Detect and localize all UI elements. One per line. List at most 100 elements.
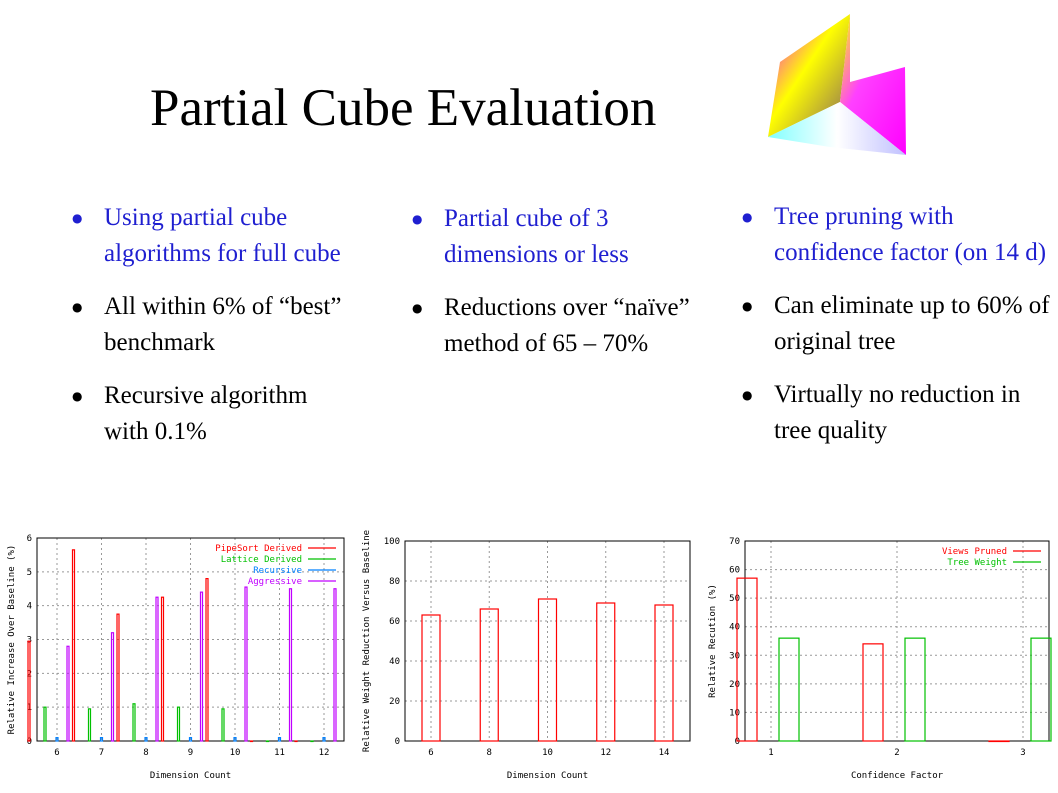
bullet-item: ● Recursive algorithm with 0.1% — [68, 378, 358, 450]
bullet-dot-icon: ● — [742, 388, 753, 402]
bar — [249, 740, 254, 743]
bullet-column-3: ● Tree pruning with confidence factor (on… — [738, 199, 1058, 466]
y-tick-label: 20 — [729, 680, 740, 690]
bar — [99, 737, 104, 742]
bar — [778, 637, 800, 742]
bar — [155, 596, 159, 742]
x-tick-label: 8 — [487, 748, 492, 758]
bar — [479, 608, 499, 742]
bar — [144, 737, 148, 742]
y-axis-label: Relative Increase Over Baseline (%) — [7, 545, 17, 735]
bullet-dot-icon: ● — [412, 212, 423, 226]
bullet-text: All within 6% of “best” benchmark — [104, 293, 342, 356]
bar — [421, 614, 441, 742]
bullet-item: ● Tree pruning with confidence factor (on… — [738, 199, 1058, 271]
x-axis-label: Dimension Count — [150, 771, 231, 781]
bar — [233, 737, 237, 742]
y-tick-label: 50 — [729, 594, 740, 604]
bullet-text: Tree pruning with confidence factor (on … — [774, 203, 1047, 266]
y-tick-label: 70 — [729, 537, 740, 547]
x-tick-label: 1 — [768, 748, 773, 758]
y-tick-label: 40 — [729, 623, 740, 633]
bullet-dot-icon: ● — [72, 300, 83, 314]
x-tick-label: 10 — [542, 748, 553, 758]
bar — [322, 737, 326, 742]
legend-label: Lattice Derived — [221, 555, 302, 565]
bar — [110, 632, 115, 742]
bullet-text: Can eliminate up to 60% of original tree — [774, 292, 1050, 355]
bullet-dot-icon: ● — [742, 210, 753, 224]
y-tick-label: 30 — [729, 651, 740, 661]
bar — [55, 737, 59, 742]
x-tick-label: 11 — [274, 748, 285, 758]
bullet-item: ● Using partial cube algorithms for full … — [68, 200, 358, 272]
y-tick-label: 20 — [389, 697, 400, 707]
x-axis-label: Dimension Count — [507, 771, 588, 781]
y-tick-label: 10 — [729, 708, 740, 718]
bullet-text: Using partial cube algorithms for full c… — [104, 204, 341, 267]
bar — [310, 740, 314, 743]
y-tick-label: 60 — [729, 566, 740, 576]
y-tick-label: 0 — [735, 737, 740, 747]
y-tick-label: 4 — [27, 602, 32, 612]
x-tick-label: 7 — [99, 748, 104, 758]
bar — [988, 740, 1010, 743]
y-axis-label: Relative Weight Reduction Versus Baselin… — [362, 530, 372, 752]
x-tick-label: 12 — [600, 748, 611, 758]
bar — [43, 706, 47, 742]
y-tick-label: 2 — [27, 669, 32, 679]
x-tick-label: 12 — [319, 748, 330, 758]
x-tick-label: 2 — [894, 748, 899, 758]
legend-label: PipeSort Derived — [215, 544, 302, 554]
bar — [71, 549, 76, 742]
cube-corner-logo-icon — [768, 14, 906, 155]
y-tick-label: 40 — [389, 657, 400, 667]
bullet-text: Reductions over “naïve” method of 65 – 7… — [444, 294, 690, 357]
bullet-item: ● Partial cube of 3 dimensions or less — [408, 201, 708, 273]
bar — [116, 613, 120, 742]
x-tick-label: 8 — [143, 748, 148, 758]
bar — [537, 598, 558, 742]
y-tick-label: 3 — [27, 636, 32, 646]
y-tick-label: 80 — [389, 577, 400, 587]
y-tick-label: 6 — [27, 534, 32, 544]
x-tick-label: 3 — [1020, 748, 1025, 758]
bullet-dot-icon: ● — [742, 299, 753, 313]
slide-title: Partial Cube Evaluation — [150, 79, 657, 137]
bullet-dot-icon: ● — [72, 211, 83, 225]
bar — [265, 740, 270, 743]
legend-label: Tree Weight — [947, 558, 1007, 568]
bar — [904, 637, 926, 742]
bar — [1030, 637, 1052, 742]
bar — [288, 588, 293, 742]
bullet-item: ● Virtually no reduction in tree quality — [738, 377, 1058, 449]
y-tick-label: 5 — [27, 568, 32, 578]
legend-label: Views Pruned — [942, 547, 1007, 557]
x-tick-label: 6 — [54, 748, 59, 758]
y-tick-label: 1 — [27, 703, 32, 713]
y-axis-label: Relative Recution (%) — [708, 584, 718, 698]
y-tick-label: 100 — [384, 537, 400, 547]
y-tick-label: 0 — [27, 737, 32, 747]
bar — [654, 604, 674, 742]
bullet-item: ● All within 6% of “best” benchmark — [68, 289, 358, 361]
x-tick-label: 14 — [659, 748, 670, 758]
bar — [27, 640, 31, 742]
bullet-column-1: ● Using partial cube algorithms for full … — [68, 200, 358, 467]
bar — [333, 588, 337, 742]
bar — [596, 602, 616, 742]
bar — [277, 737, 282, 742]
bullet-dot-icon: ● — [72, 389, 83, 403]
x-tick-label: 9 — [188, 748, 193, 758]
x-tick-label: 6 — [428, 748, 433, 758]
bullet-item: ● Reductions over “naïve” method of 65 – … — [408, 290, 708, 362]
bullet-item: ● Can eliminate up to 60% of original tre… — [738, 288, 1058, 360]
bullet-column-2: ● Partial cube of 3 dimensions or less ● R… — [408, 201, 708, 379]
bar — [66, 645, 70, 742]
bar — [244, 586, 248, 742]
chart-weight-reduction: 0 20 40 60 80 100 6 8 10 12 14 Dimension Count Relat… — [357, 528, 704, 786]
y-tick-label: 0 — [395, 737, 400, 747]
bar — [132, 703, 136, 742]
